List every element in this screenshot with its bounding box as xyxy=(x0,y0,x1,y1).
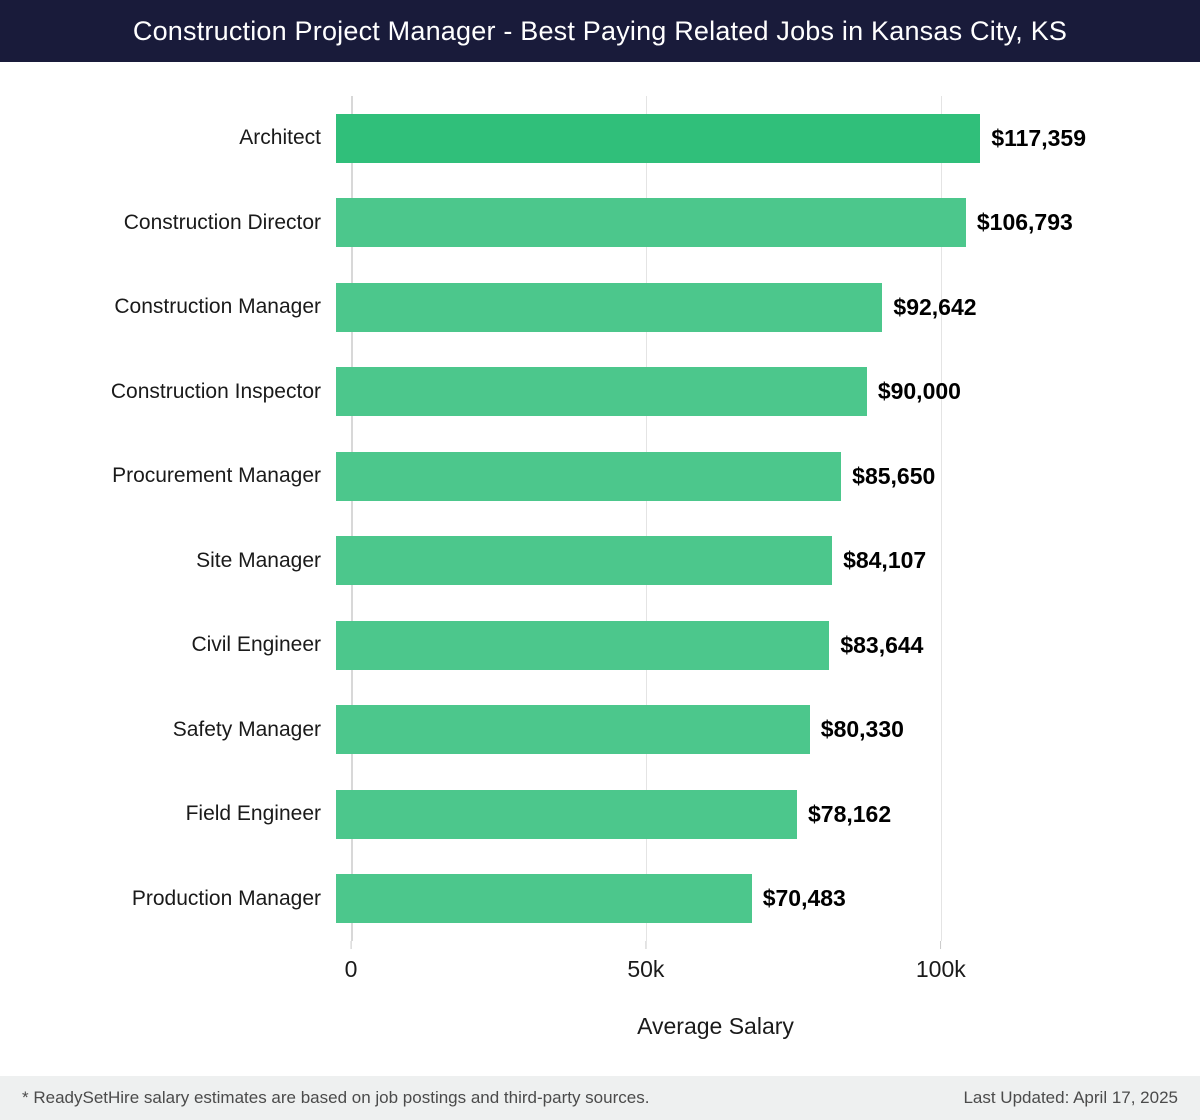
tick-mark xyxy=(645,941,647,949)
tick-label: 0 xyxy=(344,956,358,982)
plot-area: Architect $117,359 Construction Director $1… xyxy=(0,96,1200,941)
bar-row: Architect $117,359 xyxy=(0,96,1200,181)
tick-label: 50k xyxy=(627,956,665,982)
bar-track: $70,483 xyxy=(336,874,1086,924)
category-label: Field Engineer xyxy=(185,802,321,826)
value-label: $84,107 xyxy=(843,547,927,574)
bar-track: $106,793 xyxy=(336,198,1086,248)
value-label: $78,162 xyxy=(808,800,892,827)
value-label: $90,000 xyxy=(877,378,961,405)
bar-track: $92,642 xyxy=(336,282,1086,332)
salary-bar xyxy=(336,367,867,417)
category-label: Architect xyxy=(239,126,321,150)
bar-row: Site Manager $84,107 xyxy=(0,519,1200,604)
tick-label: 100k xyxy=(915,956,966,982)
bar-track: $83,644 xyxy=(336,620,1086,670)
x-axis-title: Average Salary xyxy=(637,1013,794,1039)
bar-row: Construction Inspector $90,000 xyxy=(0,350,1200,435)
salary-bar xyxy=(336,874,752,924)
value-label: $80,330 xyxy=(820,716,904,743)
bar-row: Safety Manager $80,330 xyxy=(0,688,1200,773)
bar-track: $117,359 xyxy=(336,113,1086,163)
salary-bar xyxy=(336,113,981,163)
last-updated: Last Updated: April 17, 2025 xyxy=(963,1088,1178,1107)
bar-row: Field Engineer $78,162 xyxy=(0,772,1200,857)
salary-bar xyxy=(336,789,797,839)
footer: * ReadySetHire salary estimates are base… xyxy=(0,1076,1200,1120)
bar-track: $80,330 xyxy=(336,705,1086,755)
category-label: Construction Director xyxy=(123,210,321,234)
page-title: Construction Project Manager - Best Payi… xyxy=(132,15,1068,46)
value-label: $106,793 xyxy=(976,209,1073,236)
category-label: Production Manager xyxy=(131,886,321,910)
category-label: Safety Manager xyxy=(172,717,321,741)
title-bar: Construction Project Manager - Best Payi… xyxy=(0,0,1200,62)
category-label: Civil Engineer xyxy=(191,633,321,657)
category-label: Construction Manager xyxy=(114,295,321,319)
value-label: $92,642 xyxy=(893,293,977,320)
tick-mark xyxy=(940,941,942,949)
salary-bar xyxy=(336,705,810,755)
bar-track: $78,162 xyxy=(336,789,1086,839)
grid-overlay xyxy=(351,96,1080,941)
bar-chart: Architect $117,359 Construction Director $1… xyxy=(0,62,1200,1076)
category-label: Procurement Manager xyxy=(112,464,321,488)
bar-row: Construction Manager $92,642 xyxy=(0,265,1200,350)
bar-track: $85,650 xyxy=(336,451,1086,501)
bar-rows: Architect $117,359 Construction Director $1… xyxy=(0,96,1200,941)
x-axis-tick: 50k xyxy=(627,941,664,983)
salary-bar xyxy=(336,536,833,586)
bar-row: Civil Engineer $83,644 xyxy=(0,603,1200,688)
y-axis-line xyxy=(351,96,353,941)
value-label: $85,650 xyxy=(852,462,936,489)
bar-row: Construction Director $106,793 xyxy=(0,181,1200,266)
salary-bar xyxy=(336,198,966,248)
category-label: Site Manager xyxy=(196,548,321,572)
x-axis: 0 50k 100k xyxy=(345,941,1080,991)
gridline xyxy=(940,96,942,941)
x-axis-tick: 0 xyxy=(344,941,358,983)
category-label: Construction Inspector xyxy=(110,379,321,403)
bar-row: Production Manager $70,483 xyxy=(0,857,1200,942)
value-label: $117,359 xyxy=(991,124,1086,151)
source-note: * ReadySetHire salary estimates are base… xyxy=(22,1088,650,1107)
bar-row: Procurement Manager $85,650 xyxy=(0,434,1200,519)
bar-track: $90,000 xyxy=(336,367,1086,417)
salary-bar xyxy=(336,282,883,332)
gridline xyxy=(645,96,647,941)
x-axis-tick: 100k xyxy=(916,941,966,983)
bar-track: $84,107 xyxy=(336,536,1086,586)
value-label: $70,483 xyxy=(762,885,846,912)
value-label: $83,644 xyxy=(840,631,924,658)
salary-bar xyxy=(336,620,830,670)
salary-bar xyxy=(336,451,842,501)
tick-mark xyxy=(350,941,352,949)
